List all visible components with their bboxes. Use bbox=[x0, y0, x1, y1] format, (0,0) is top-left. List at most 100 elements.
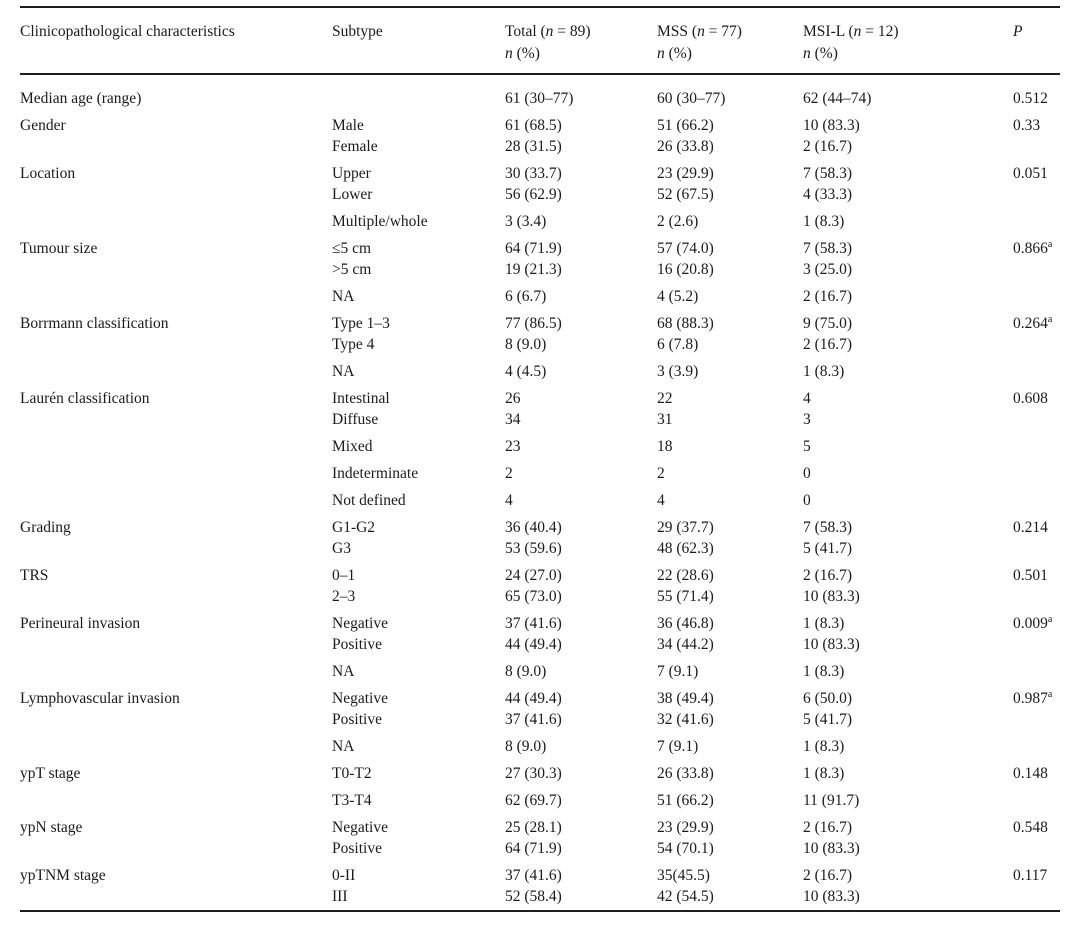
cell-mss: 2 (2.6) bbox=[657, 213, 699, 230]
cell-msil: 7 (58.3) 5 (41.7) bbox=[803, 519, 853, 557]
cell-p: 0.148 bbox=[1013, 760, 1060, 787]
clinicopathological-characteristics-table: Clinicopathological characteristics Subt… bbox=[20, 6, 1060, 912]
cell-characteristic: Grading bbox=[20, 519, 71, 536]
cell-msil: 9 (75.0) 2 (16.7) bbox=[803, 315, 853, 353]
cell-msil: 1 (8.3) bbox=[803, 213, 845, 230]
table-row: ypTNM stage 0-II III 37 (41.6) 52 (58.4)… bbox=[20, 862, 1060, 911]
cell-total: 37 (41.6) 52 (58.4) bbox=[505, 867, 562, 905]
cell-p bbox=[1013, 487, 1060, 514]
cell-p bbox=[1013, 787, 1060, 814]
p-superscript-a: a bbox=[1047, 614, 1053, 625]
cell-p bbox=[1013, 658, 1060, 685]
p-value: 0.866 bbox=[1013, 240, 1048, 257]
cell-p bbox=[1013, 733, 1060, 760]
table-row: NA 6 (6.7) 4 (5.2) 2 (16.7) bbox=[20, 283, 1060, 310]
cell-subtype: ≤5 cm >5 cm bbox=[332, 240, 372, 278]
cell-characteristic: Perineural invasion bbox=[20, 615, 141, 632]
cell-characteristic: ypTNM stage bbox=[20, 867, 106, 884]
table-row: Median age (range) 61 (30–77) 60 (30–77)… bbox=[20, 74, 1060, 112]
table-row: TRS 0–1 2–3 24 (27.0) 65 (73.0) 22 (28.6… bbox=[20, 562, 1060, 610]
cell-subtype: NA bbox=[332, 288, 355, 305]
cell-subtype: NA bbox=[332, 663, 355, 680]
cell-total: 8 (9.0) bbox=[505, 738, 547, 755]
cell-total: 6 (6.7) bbox=[505, 288, 547, 305]
cell-mss: 26 (33.8) bbox=[657, 765, 714, 782]
cell-characteristic: ypN stage bbox=[20, 819, 83, 836]
table-row: T3-T4 62 (69.7) 51 (66.2) 11 (91.7) bbox=[20, 787, 1060, 814]
cell-subtype: Negative Positive bbox=[332, 690, 388, 728]
cell-mss: 7 (9.1) bbox=[657, 663, 699, 680]
cell-total: 3 (3.4) bbox=[505, 213, 547, 230]
cell-msil: 4 3 bbox=[803, 390, 811, 428]
table-row: Not defined 4 4 0 bbox=[20, 487, 1060, 514]
cell-p: 0.117 bbox=[1013, 862, 1060, 911]
cell-mss: 68 (88.3) 6 (7.8) bbox=[657, 315, 714, 353]
table-body: Median age (range) 61 (30–77) 60 (30–77)… bbox=[20, 74, 1060, 911]
cell-mss: 2 bbox=[657, 465, 665, 482]
cell-subtype: Upper Lower bbox=[332, 165, 373, 203]
p-value: 0.512 bbox=[1013, 90, 1048, 107]
cell-subtype: Intestinal Diffuse bbox=[332, 390, 390, 428]
cell-total: 62 (69.7) bbox=[505, 792, 562, 809]
col-header-total-label: Total (n = 89) bbox=[505, 23, 591, 40]
col-header-characteristics: Clinicopathological characteristics bbox=[20, 7, 332, 75]
cell-p: 0.866a bbox=[1013, 235, 1060, 283]
cell-subtype: G1-G2 G3 bbox=[332, 519, 376, 557]
table-row: Laurén classification Intestinal Diffuse… bbox=[20, 385, 1060, 433]
p-value: 0.548 bbox=[1013, 819, 1048, 836]
cell-total: 2 bbox=[505, 465, 513, 482]
cell-characteristic bbox=[20, 433, 332, 460]
col-header-characteristics-label: Clinicopathological characteristics bbox=[20, 23, 235, 40]
col-header-p-label: P bbox=[1013, 23, 1023, 40]
cell-p: 0.051 bbox=[1013, 160, 1060, 208]
cell-subtype: Multiple/whole bbox=[332, 213, 428, 230]
cell-subtype: 0-II III bbox=[332, 867, 356, 905]
cell-total: 30 (33.7) 56 (62.9) bbox=[505, 165, 562, 203]
col-header-subtype-label: Subtype bbox=[332, 23, 383, 40]
table-row: Perineural invasion Negative Positive 37… bbox=[20, 610, 1060, 658]
cell-characteristic bbox=[20, 733, 332, 760]
cell-msil: 0 bbox=[803, 465, 811, 482]
cell-mss: 7 (9.1) bbox=[657, 738, 699, 755]
cell-characteristic: Location bbox=[20, 165, 76, 182]
table-row: Tumour size ≤5 cm >5 cm 64 (71.9) 19 (21… bbox=[20, 235, 1060, 283]
cell-characteristic bbox=[20, 787, 332, 814]
cell-subtype: T0-T2 bbox=[332, 765, 372, 782]
cell-msil: 2 (16.7) 10 (83.3) bbox=[803, 867, 860, 905]
cell-subtype: Type 1–3 Type 4 bbox=[332, 315, 390, 353]
cell-msil: 2 (16.7) 10 (83.3) bbox=[803, 819, 860, 857]
table-row: Borrmann classification Type 1–3 Type 4 … bbox=[20, 310, 1060, 358]
cell-msil: 6 (50.0) 5 (41.7) bbox=[803, 690, 853, 728]
cell-mss: 22 (28.6) 55 (71.4) bbox=[657, 567, 714, 605]
cell-mss: 57 (74.0) 16 (20.8) bbox=[657, 240, 714, 278]
table-row: Grading G1-G2 G3 36 (40.4) 53 (59.6) 29 … bbox=[20, 514, 1060, 562]
table-row: Lymphovascular invasion Negative Positiv… bbox=[20, 685, 1060, 733]
col-header-mss-npct: n (%) bbox=[657, 45, 692, 62]
cell-mss: 35(45.5) 42 (54.5) bbox=[657, 867, 714, 905]
cell-subtype bbox=[332, 74, 505, 112]
p-superscript-a: a bbox=[1047, 689, 1053, 700]
table-row: ypN stage Negative Positive 25 (28.1) 64… bbox=[20, 814, 1060, 862]
cell-mss: 29 (37.7) 48 (62.3) bbox=[657, 519, 714, 557]
cell-p bbox=[1013, 460, 1060, 487]
cell-subtype: NA bbox=[332, 363, 355, 380]
cell-mss: 23 (29.9) 54 (70.1) bbox=[657, 819, 714, 857]
cell-characteristic: Laurén classification bbox=[20, 390, 150, 407]
col-header-p: P bbox=[1013, 7, 1060, 75]
cell-p: 0.608 bbox=[1013, 385, 1060, 433]
cell-total: 26 34 bbox=[505, 390, 521, 428]
cell-p bbox=[1013, 358, 1060, 385]
table-row: Gender Male Female 61 (68.5) 28 (31.5) 5… bbox=[20, 112, 1060, 160]
cell-msil: 2 (16.7) bbox=[803, 288, 853, 305]
cell-mss: 36 (46.8) 34 (44.2) bbox=[657, 615, 714, 653]
cell-msil: 1 (8.3) bbox=[803, 738, 845, 755]
p-superscript-a: a bbox=[1047, 314, 1053, 325]
cell-msil: 2 (16.7) 10 (83.3) bbox=[803, 567, 860, 605]
cell-characteristic bbox=[20, 658, 332, 685]
cell-msil: 1 (8.3) bbox=[803, 765, 845, 782]
cell-p bbox=[1013, 208, 1060, 235]
p-value: 0.987 bbox=[1013, 690, 1048, 707]
cell-mss: 60 (30–77) bbox=[657, 90, 726, 107]
cell-characteristic bbox=[20, 208, 332, 235]
